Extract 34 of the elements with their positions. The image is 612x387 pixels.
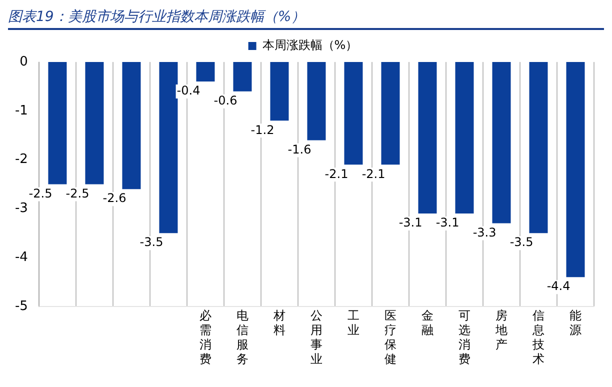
- y-tick-label: -1: [14, 103, 28, 118]
- data-label: -3.1: [398, 216, 422, 230]
- data-label: -0.6: [214, 93, 238, 108]
- data-label: -2.5: [28, 186, 52, 200]
- x-tick-label: 公用事业: [310, 308, 322, 366]
- data-label: -2.6: [102, 191, 126, 206]
- data-label: -2.1: [324, 166, 348, 181]
- data-label: -4.4: [546, 279, 570, 294]
- data-label: -3.5: [510, 235, 534, 250]
- y-tick-label: 0: [20, 54, 28, 70]
- y-tick-label: -4: [14, 250, 28, 265]
- y-tick-label: -3: [14, 201, 28, 216]
- chart-title: 图表19：美股市场与行业指数本周涨跌幅（%）: [8, 8, 604, 30]
- x-tick-label: 金融: [421, 308, 434, 338]
- data-label: -2.5: [66, 186, 90, 200]
- y-tick-label: -2: [14, 152, 28, 168]
- data-label: -1.2: [250, 122, 274, 137]
- x-tick-label: 必需消费: [199, 308, 212, 366]
- data-label: -3.3: [472, 225, 496, 240]
- y-tick-label: -5: [14, 298, 28, 314]
- x-tick-label: 信息技术: [531, 308, 544, 366]
- data-label: -3.5: [140, 235, 164, 250]
- x-tick-label: 电信服务: [236, 308, 248, 366]
- x-tick-label: 医疗保健: [384, 308, 396, 366]
- data-label: -2.1: [362, 166, 386, 181]
- x-tick-label: 可选消费: [458, 308, 470, 366]
- legend-label: 本周涨跌幅（%）: [262, 38, 358, 52]
- x-tick-label: 能源: [570, 308, 582, 338]
- data-label: -1.6: [288, 142, 312, 156]
- x-tick-label: 房地产: [494, 308, 508, 352]
- data-label: -3.1: [436, 216, 460, 230]
- x-tick-label: 材料: [272, 308, 286, 338]
- x-tick-label: 工业: [347, 308, 360, 338]
- data-label: -0.4: [176, 84, 200, 98]
